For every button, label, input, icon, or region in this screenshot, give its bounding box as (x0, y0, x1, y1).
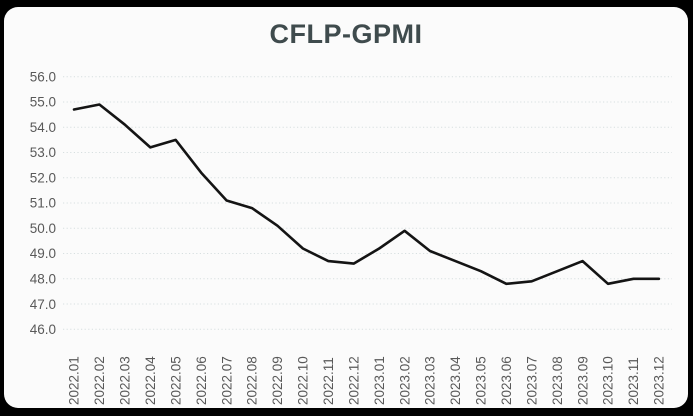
x-tick-label: 2022.02 (92, 356, 107, 405)
x-tick-label: 2023.10 (601, 356, 616, 405)
x-tick-label: 2022.10 (296, 356, 311, 405)
x-axis-tick-labels: 2022.01 2022.02 2022.03 2022.04 2022.05 2022.… (67, 356, 667, 405)
x-tick-label: 2023.08 (550, 356, 565, 405)
y-tick-label: 47.0 (30, 297, 56, 312)
x-tick-label: 2023.01 (372, 356, 387, 405)
x-tick-label: 2022.08 (245, 356, 260, 405)
y-tick-label: 46.0 (30, 322, 56, 337)
x-tick-label: 2023.05 (474, 356, 489, 405)
x-tick-label: 2022.04 (143, 356, 158, 405)
x-tick-label: 2022.05 (168, 356, 183, 405)
y-tick-label: 53.0 (30, 145, 56, 160)
x-tick-label: 2023.02 (397, 356, 412, 405)
x-tick-label: 2022.11 (321, 357, 336, 405)
x-tick-label: 2022.07 (219, 356, 234, 405)
x-tick-label: 2022.01 (67, 356, 82, 405)
x-tick-label: 2023.03 (423, 356, 438, 405)
x-tick-label: 2022.12 (346, 356, 361, 405)
x-tick-label: 2022.03 (118, 356, 133, 405)
x-tick-label: 2023.06 (499, 356, 514, 405)
y-tick-label: 56.0 (30, 69, 56, 84)
x-tick-label: 2022.09 (270, 356, 285, 405)
gridlines-group (63, 76, 672, 330)
y-tick-label: 49.0 (30, 246, 56, 261)
x-tick-label: 2023.04 (448, 356, 463, 405)
y-tick-label: 48.0 (30, 272, 56, 287)
x-tick-label: 2023.07 (524, 356, 539, 405)
chart-title: CFLP-GPMI (269, 19, 423, 49)
y-tick-label: 54.0 (30, 120, 56, 135)
y-axis-tick-labels: 56.0 55.0 54.0 53.0 52.0 51.0 50.0 49.0 48.0 47.0… (30, 69, 56, 337)
data-line-series (72, 103, 661, 286)
x-tick-label: 2022.06 (194, 356, 209, 405)
y-tick-label: 52.0 (30, 170, 56, 185)
x-tick-label: 2023.09 (575, 356, 590, 405)
chart-card: CFLP-GPMI 56.0 55.0 54.0 53.0 52.0 51.0 50.0 49… (4, 7, 688, 408)
y-tick-label: 55.0 (30, 95, 56, 110)
x-tick-label: 2023.12 (652, 356, 667, 405)
y-tick-label: 51.0 (30, 196, 56, 211)
line-chart: 56.0 55.0 54.0 53.0 52.0 51.0 50.0 49.0 48.0 47.0… (30, 69, 672, 405)
x-tick-label: 2023.11 (626, 357, 641, 405)
y-tick-label: 50.0 (30, 221, 56, 236)
